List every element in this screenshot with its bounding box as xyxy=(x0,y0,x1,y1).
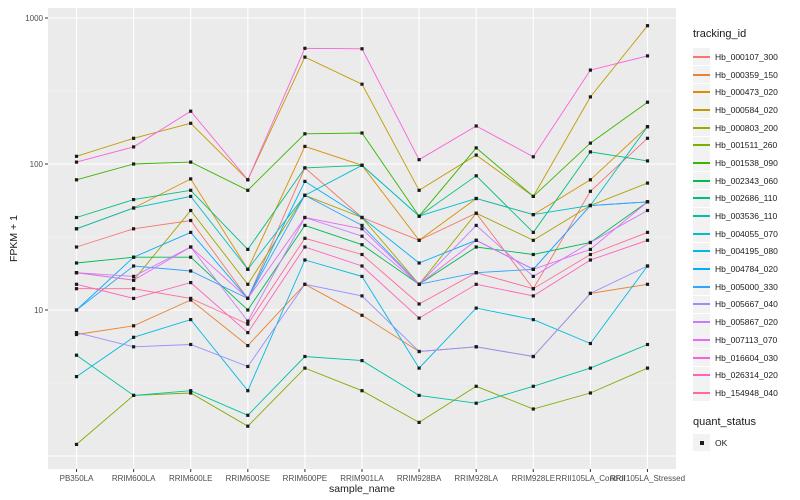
legend-key-line-icon xyxy=(693,242,710,260)
legend-item-label: Hb_005867_020 xyxy=(715,317,778,328)
axis-ticks xyxy=(45,17,648,472)
svg-text:RRIM928LA: RRIM928LA xyxy=(454,474,498,483)
legend-item-label: Hb_154948_040 xyxy=(715,387,778,398)
legend-item-label: Hb_003536_110 xyxy=(715,211,778,222)
x-axis-tick-labels: PB350LA RRIM600LA RRIM600LE RRIM600SE RRIM60… xyxy=(60,474,685,483)
legend-key-line-icon xyxy=(693,225,710,243)
legend-key-line-icon xyxy=(693,189,710,207)
legend-item-label: Hb_000107_300 xyxy=(715,51,778,62)
legend-key-line-icon xyxy=(693,101,710,119)
svg-text:RRIM928BA: RRIM928BA xyxy=(397,474,442,483)
legend-item-label: Hb_001511_260 xyxy=(715,140,778,151)
svg-text:100: 100 xyxy=(30,160,44,169)
svg-text:RRIM600SE: RRIM600SE xyxy=(226,474,270,483)
legend-item-label: Hb_004195_080 xyxy=(715,246,778,257)
legend-item-Hb_005000_330: Hb_005000_330 xyxy=(693,278,798,296)
legend-item-label: Hb_002343_060 xyxy=(715,175,778,186)
x-axis-title: sample_name xyxy=(329,483,395,495)
legend-item-Hb_005867_020: Hb_005867_020 xyxy=(693,313,798,331)
legend-key-line-icon xyxy=(693,278,710,296)
legend-key-point-icon xyxy=(693,434,710,452)
legend-key-line-icon xyxy=(693,66,710,84)
legend-item-label: Hb_000803_200 xyxy=(715,122,778,133)
legend-item-Hb_002343_060: Hb_002343_060 xyxy=(693,172,798,190)
legend-key-line-icon xyxy=(693,48,710,66)
legend-item-label: Hb_007113_070 xyxy=(715,334,778,345)
legend-item-label: Hb_001538_090 xyxy=(715,157,778,168)
legend-item-Hb_016604_030: Hb_016604_030 xyxy=(693,349,798,367)
legend: tracking_id Hb_000107_300 Hb_000359_150 Hb… xyxy=(693,28,798,452)
legend-items: Hb_000107_300 Hb_000359_150 Hb_000473_020 H… xyxy=(693,48,798,402)
legend-item-label: Hb_002686_110 xyxy=(715,193,778,204)
legend-item-Hb_004195_080: Hb_004195_080 xyxy=(693,242,798,261)
svg-text:PB350LA: PB350LA xyxy=(60,474,94,483)
series-points xyxy=(74,24,650,446)
legend-key-line-icon xyxy=(693,154,710,172)
legend-item-Hb_154948_040: Hb_154948_040 xyxy=(693,384,798,402)
legend-item-label: Hb_005667_040 xyxy=(715,299,778,310)
legend-item-quant-OK: OK xyxy=(693,434,798,452)
legend-item-Hb_000359_150: Hb_000359_150 xyxy=(693,66,798,84)
svg-text:RRII105LA_Control: RRII105LA_Control xyxy=(556,474,626,483)
legend-item-Hb_005667_040: Hb_005667_040 xyxy=(693,295,798,314)
legend-key-line-icon xyxy=(693,313,710,331)
legend-item-label: Hb_000584_020 xyxy=(715,104,778,115)
legend-item-label: Hb_000359_150 xyxy=(715,69,778,80)
svg-text:RRIM600LE: RRIM600LE xyxy=(169,474,213,483)
legend-key-line-icon xyxy=(693,83,710,101)
legend-title-quant-status: quant_status xyxy=(693,415,756,428)
legend-item-label: Hb_004784_020 xyxy=(715,264,778,275)
legend-key-line-icon xyxy=(693,260,710,278)
legend-item-Hb_002686_110: Hb_002686_110 xyxy=(693,189,798,208)
svg-text:10: 10 xyxy=(34,306,43,315)
svg-text:RRIM600PE: RRIM600PE xyxy=(283,474,327,483)
legend-key-line-icon xyxy=(693,207,710,225)
legend-item-Hb_003536_110: Hb_003536_110 xyxy=(693,207,798,225)
legend-item-label: Hb_005000_330 xyxy=(715,281,778,292)
legend-key-line-icon xyxy=(693,366,710,384)
legend-key-line-icon xyxy=(693,119,710,137)
legend-key-line-icon xyxy=(693,295,710,313)
legend-item-Hb_001511_260: Hb_001511_260 xyxy=(693,136,798,154)
svg-text:RRIM901LA: RRIM901LA xyxy=(340,474,384,483)
legend-key-line-icon xyxy=(693,172,710,190)
legend-item-Hb_000803_200: Hb_000803_200 xyxy=(693,119,798,137)
legend-item-label: Hb_016604_030 xyxy=(715,352,778,363)
legend-item-Hb_007113_070: Hb_007113_070 xyxy=(693,331,798,349)
legend-item-label: OK xyxy=(715,437,728,448)
legend-title-tracking-id: tracking_id xyxy=(693,28,747,40)
legend-quant-items: OK xyxy=(693,434,798,452)
legend-key-line-icon xyxy=(693,349,710,367)
legend-item-Hb_004055_070: Hb_004055_070 xyxy=(693,225,798,243)
legend-key-line-icon xyxy=(693,331,710,349)
legend-item-label: Hb_004055_070 xyxy=(715,228,778,239)
legend-item-Hb_000584_020: Hb_000584_020 xyxy=(693,101,798,119)
legend-item-label: Hb_026314_020 xyxy=(715,370,778,381)
legend-item-Hb_000107_300: Hb_000107_300 xyxy=(693,48,798,66)
svg-text:RRII105LA_Stressed: RRII105LA_Stressed xyxy=(610,474,685,483)
legend-item-Hb_000473_020: Hb_000473_020 xyxy=(693,83,798,101)
legend-item-Hb_026314_020: Hb_026314_020 xyxy=(693,366,798,384)
svg-text:RRIM928LE: RRIM928LE xyxy=(511,474,555,483)
legend-key-line-icon xyxy=(693,384,710,402)
svg-text:1000: 1000 xyxy=(25,14,43,23)
svg-text:RRIM600LA: RRIM600LA xyxy=(112,474,156,483)
y-axis-title: FPKM + 1 xyxy=(8,215,20,262)
legend-item-Hb_004784_020: Hb_004784_020 xyxy=(693,260,798,278)
legend-item-Hb_001538_090: Hb_001538_090 xyxy=(693,154,798,172)
legend-item-label: Hb_000473_020 xyxy=(715,87,778,98)
y-axis-tick-labels: 10 100 1000 xyxy=(25,14,43,315)
legend-key-line-icon xyxy=(693,136,710,154)
plot-area: 10 100 1000 PB350LA RRIM600LA RRIM600LE RRIM60… xyxy=(8,8,685,495)
